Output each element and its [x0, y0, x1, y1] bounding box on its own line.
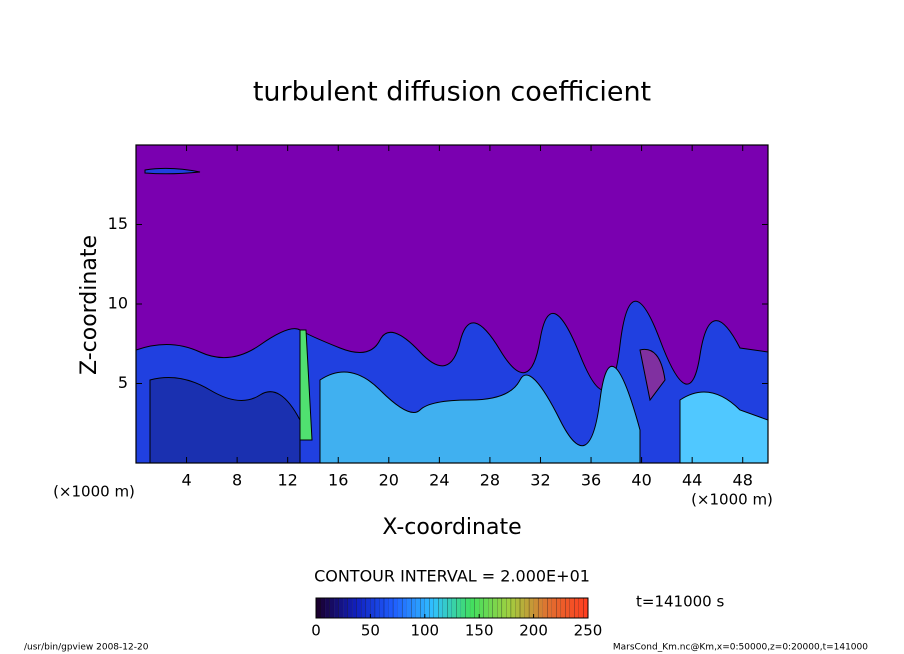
colorbar-tick-label: 50 — [361, 622, 380, 640]
colorbar-cell — [492, 597, 498, 619]
colorbar-cell — [528, 597, 534, 619]
x-tick-label: 32 — [530, 471, 550, 490]
field-blob — [299, 329, 313, 441]
colorbar-cell — [370, 598, 375, 618]
x-tick-label: 12 — [278, 471, 298, 490]
y-tick-label: 15 — [108, 214, 128, 233]
colorbar-cell — [452, 598, 457, 618]
colorbar-cell — [519, 597, 525, 619]
colorbar-cell — [565, 597, 571, 619]
colorbar-cell — [461, 598, 466, 618]
colorbar-cell — [524, 598, 530, 618]
x-axis-label: X-coordinate — [382, 515, 521, 540]
x-tick-label: 24 — [429, 471, 449, 490]
colorbar-cell — [465, 597, 471, 619]
x-tick-label: 40 — [631, 471, 651, 490]
colorbar-cell — [501, 597, 507, 619]
y-axis-label: Z-coordinate — [77, 235, 102, 375]
colorbar-cell — [537, 597, 543, 619]
contour-interval: CONTOUR INTERVAL = 2.000E+01 — [314, 567, 590, 586]
colorbar-cell — [388, 598, 394, 618]
y-tick-label: 5 — [118, 373, 128, 392]
colorbar-cell — [347, 597, 353, 619]
colorbar-cell — [329, 597, 335, 619]
field — [136, 145, 768, 463]
colorbar-cell — [569, 598, 575, 618]
colorbar-cell — [429, 597, 435, 619]
field-blob — [144, 167, 201, 175]
colorbar-cell — [401, 597, 407, 619]
colorbar-cell — [374, 597, 380, 619]
time-label: t=141000 s — [636, 593, 724, 611]
colorbar-cell — [415, 598, 421, 618]
y-unit: (×1000 m) — [53, 483, 135, 501]
colorbar-cell — [447, 597, 453, 619]
colorbar-cell — [356, 597, 362, 619]
colorbar-cell — [515, 598, 520, 618]
x-tick-label: 4 — [181, 471, 191, 490]
colorbar-cell — [325, 598, 330, 618]
x-tick-label: 44 — [682, 471, 702, 490]
x-tick-label: 48 — [733, 471, 753, 490]
x-tick-label: 36 — [581, 471, 601, 490]
field-blob — [319, 366, 641, 463]
footer-left: /usr/bin/gpview 2008-12-20 — [24, 643, 149, 653]
colorbar-cell — [406, 598, 412, 618]
colorbar-cell — [411, 597, 416, 619]
colorbar-cell — [533, 598, 539, 618]
colorbar-cell — [479, 598, 484, 618]
colorbar-cell — [542, 598, 548, 618]
colorbar-frame — [315, 597, 589, 619]
colorbar-tick-label: 0 — [311, 622, 321, 640]
colorbar-cell — [334, 598, 339, 618]
colorbar-cell — [397, 598, 403, 618]
colorbar-tick-label: 150 — [465, 622, 494, 640]
colorbar-cell — [474, 597, 480, 619]
colorbar-cell — [438, 597, 444, 619]
colorbar-cell — [506, 598, 511, 618]
colorbar-cell — [560, 598, 566, 618]
colorbar-cell — [320, 597, 326, 619]
colorbar-cell — [352, 598, 357, 618]
colorbar-cell — [433, 598, 439, 618]
colorbar-cell — [497, 598, 502, 618]
colorbar-cell — [470, 598, 475, 618]
colorbar-cell — [379, 598, 384, 618]
colorbar-cell — [456, 597, 462, 619]
colorbar-cell — [338, 597, 344, 619]
colorbar-cell — [424, 598, 430, 618]
colorbar-cell — [483, 597, 489, 619]
colorbar-cell — [488, 598, 493, 618]
colorbar-cell — [392, 597, 398, 619]
colorbar-tick-label: 250 — [574, 622, 603, 640]
footer-right: MarsCond_Km.nc@Km,x=0:50000,z=0:20000,t=… — [613, 643, 868, 653]
field-blob — [679, 391, 768, 463]
colorbar-cell — [556, 597, 561, 619]
colorbar-cell — [420, 597, 425, 619]
colorbar-tick-label: 100 — [410, 622, 439, 640]
x-tick-label: 8 — [232, 471, 242, 490]
field-blob — [639, 348, 666, 402]
colorbar-cell — [574, 597, 580, 619]
chart-title: turbulent diffusion coefficient — [253, 77, 651, 108]
colorbar-cell — [578, 598, 584, 618]
colorbar-cell — [365, 597, 371, 619]
colorbar-cell — [442, 598, 448, 618]
y-tick-label: 10 — [108, 294, 128, 313]
colorbar-cell — [383, 597, 389, 619]
colorbar-tick-label: 200 — [519, 622, 548, 640]
x-unit: (×1000 m) — [691, 491, 773, 509]
colorbar-cell — [551, 598, 557, 618]
field-blob — [149, 377, 301, 463]
x-tick-label: 16 — [328, 471, 348, 490]
x-tick-label: 28 — [480, 471, 500, 490]
x-tick-label: 20 — [379, 471, 399, 490]
colorbar-cell — [343, 598, 348, 618]
colorbar-cell — [547, 597, 552, 619]
colorbar-cell — [510, 597, 516, 619]
colorbar-cell — [316, 598, 321, 618]
colorbar-cell — [361, 598, 366, 618]
colorbar-cell — [583, 597, 589, 619]
